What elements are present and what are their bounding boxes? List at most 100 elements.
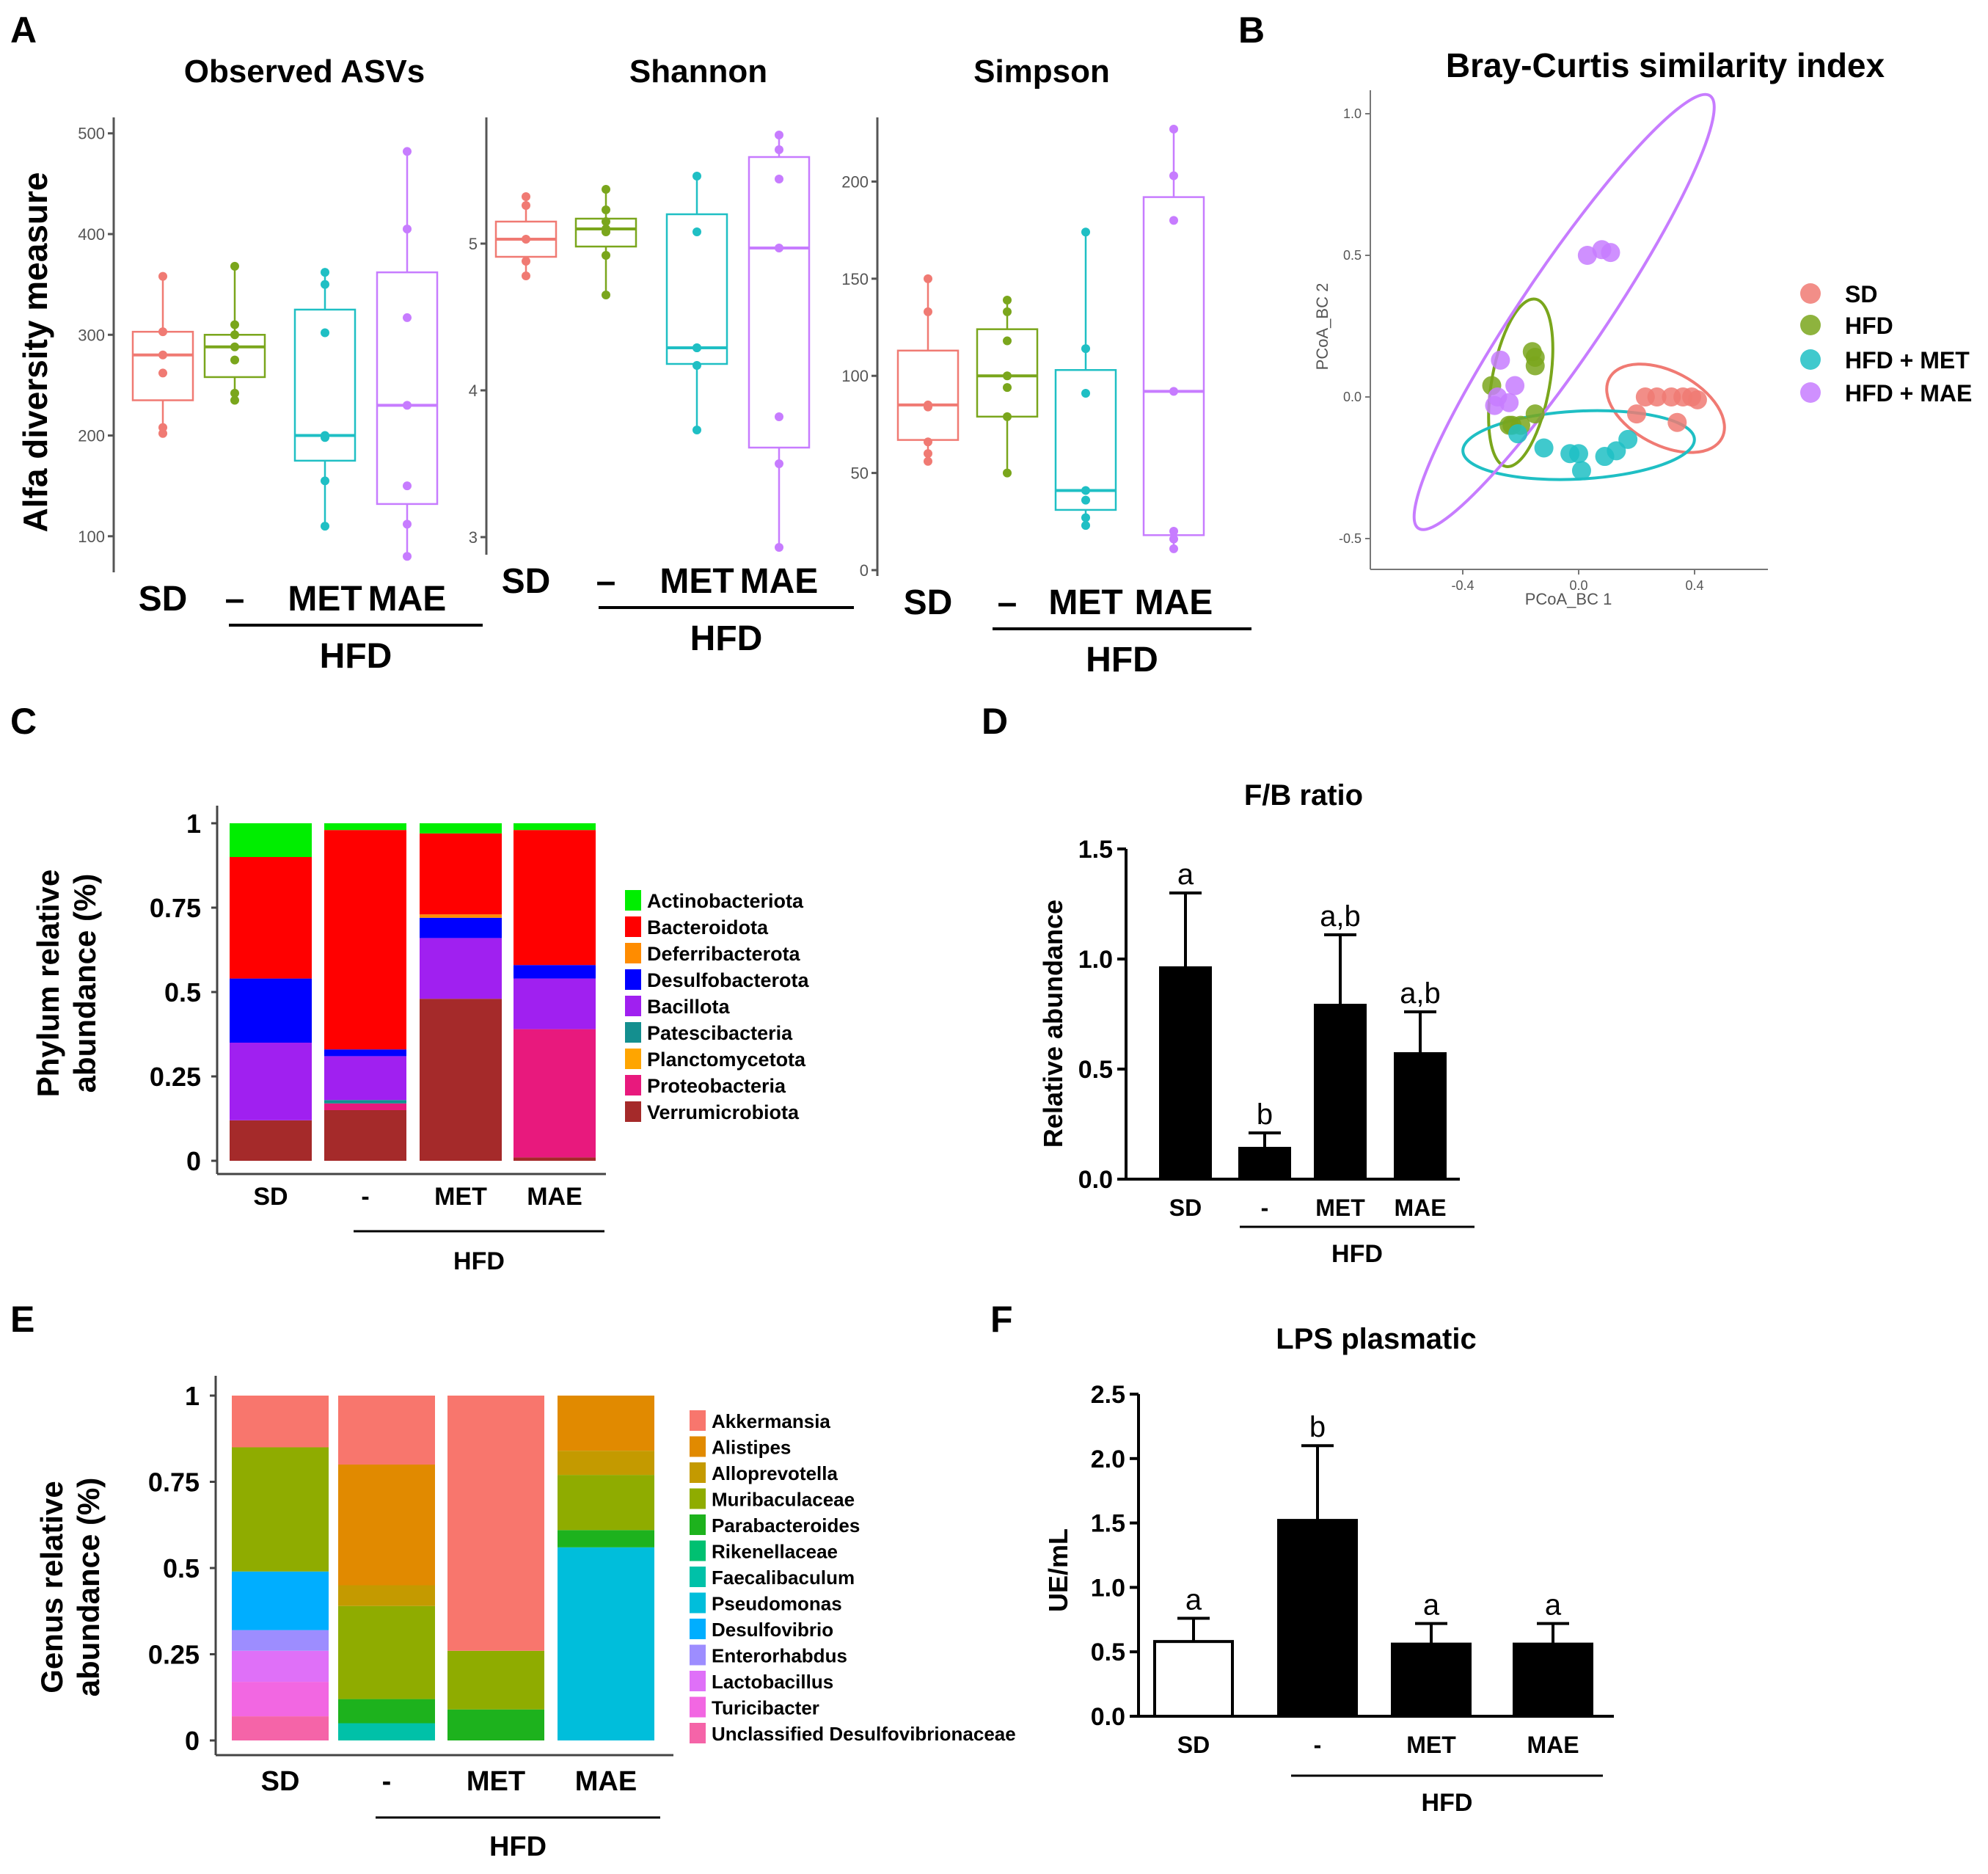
box [1142,196,1205,536]
data-point [1003,307,1012,316]
group-label: HFD [453,1247,505,1275]
data-point [775,459,783,468]
data-point [1508,424,1528,444]
data-point [1569,444,1588,464]
observed-asvs-chart: Observed ASVs 100 200 300 400 500 SD – MET MAE HFD [78,54,483,676]
bray-curtis-pcoa-chart: Bray-Curtis similarity index -0.5 0.0 0.5 1.… [1313,46,1972,608]
data-point [775,543,783,552]
y-axis-label-line1: Phylum relative [31,869,65,1097]
legend-label: HFD + MAE [1845,380,1972,406]
y-axis-label-line2: abundance (%) [71,1478,106,1697]
data-point [1003,295,1012,305]
x-tick-label: 0.4 [1685,578,1703,593]
legend-label: Rikenellaceae [712,1541,838,1563]
category-label: SD [1177,1732,1210,1758]
bar [1314,1004,1367,1181]
legend-label: HFD [1845,313,1893,339]
legend-swatch [625,1022,641,1043]
data-point [522,271,530,280]
bar-segment [324,1103,406,1110]
legend-label: Parabacteroides [712,1514,860,1536]
data-point [158,350,167,360]
y-tick-label: 500 [78,125,105,143]
bar-segment [420,999,502,1161]
bar-segment [558,1475,654,1531]
data-point [522,192,530,201]
data-point [1169,534,1178,544]
bar-segment [230,1043,312,1120]
y-tick-label: 100 [841,367,869,385]
data-point [403,519,412,529]
bar-segment [338,1605,435,1699]
bar-segment [338,1396,435,1465]
data-point [924,437,932,447]
data-point [321,433,329,442]
y-tick-label: 1.0 [1091,1574,1125,1602]
bar-segment [232,1447,329,1572]
y-axis-label-line2: abundance (%) [67,874,102,1093]
data-point [158,368,167,378]
data-point [1169,544,1178,553]
data-point [602,251,610,260]
data-point [403,481,412,491]
y-tick-label: 3 [469,528,478,547]
bar-segment [447,1396,544,1651]
y-tick-label: 0.0 [1078,1166,1113,1194]
data-point [1081,513,1090,522]
x-label-mae: MAE [1135,583,1213,622]
legend-label: Desulfovibrio [712,1619,833,1641]
bar [1159,966,1212,1181]
y-tick-label: 50 [851,464,869,483]
data-point [692,343,701,352]
legend-swatch [625,996,641,1016]
y-tick-label: 0.5 [163,1553,200,1583]
phylum-abundance-chart: 0 0.25 0.5 0.75 1 Phylum relative abundance (%… [31,806,810,1275]
bar-segment [420,823,502,834]
bar-segment [230,978,312,1043]
data-point [1081,389,1090,398]
data-point [1169,216,1178,225]
y-tick-label: 0 [860,561,869,580]
bar-segment [514,965,596,979]
bar-segment [230,857,312,979]
data-point [403,552,412,561]
legend-swatch [690,1462,706,1483]
legend-label: Proteobacteria [647,1075,786,1097]
x-label-sd: SD [904,583,953,622]
y-tick-label: 0.0 [1091,1703,1125,1731]
bar [1391,1642,1472,1718]
data-point [602,185,610,194]
y-tick-label: 0.0 [1343,390,1362,404]
category-label: MET [1315,1195,1365,1221]
data-point [158,271,167,281]
legend-marker [1800,283,1821,304]
data-point [1618,429,1638,449]
category-label: - [382,1766,392,1797]
bar-segment [338,1465,435,1586]
category-label: MET [1406,1732,1456,1758]
bar-segment [514,1029,596,1158]
data-point [1525,404,1545,424]
data-point [1169,527,1178,536]
data-point [1571,461,1591,481]
y-tick-label: 2.0 [1091,1445,1125,1473]
legend-swatch [625,1101,641,1122]
bar-segment [324,1049,406,1057]
lps-plasmatic-chart: LPS plasmatic 0.0 0.5 1.0 1.5 2.0 2.5 UE/mL a SD b… [1043,1323,1614,1817]
data-point [1499,393,1519,412]
data-point [1627,404,1646,424]
legend-label: Patescibacteria [647,1022,793,1044]
bar-segment [338,1585,435,1606]
category-label: MAE [1394,1195,1446,1221]
bar-segment [514,1157,596,1161]
legend-swatch [625,916,641,937]
data-point [230,342,239,351]
bar-segment [324,830,406,1050]
legend-marker [1800,382,1821,403]
data-point [1534,438,1554,458]
data-point [924,274,932,283]
x-tick-label: -0.4 [1451,578,1474,593]
x-label-hfd: – [998,583,1017,622]
fb-ratio-chart: F/B ratio 0.0 0.5 1.0 1.5 Relative abundance a… [1038,779,1474,1268]
y-tick-label: 0.5 [164,977,201,1007]
